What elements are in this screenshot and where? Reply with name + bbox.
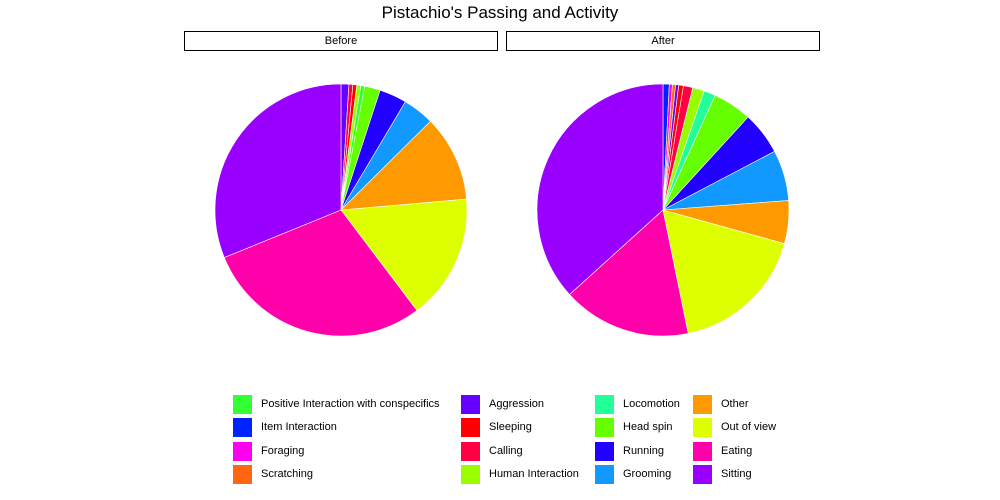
pie-slice-before-other xyxy=(340,120,467,211)
pie-slice-after-out-of-view xyxy=(662,209,785,334)
pie-slice-before-sitting xyxy=(214,83,342,258)
legend-label: Human Interaction xyxy=(489,468,579,480)
legend-label: Scratching xyxy=(261,468,313,480)
legend-swatch xyxy=(595,442,614,461)
legend-swatch xyxy=(461,442,480,461)
legend-label: Item Interaction xyxy=(261,421,337,433)
pie-slice-after-eating xyxy=(569,209,689,337)
legend-swatch xyxy=(233,418,252,437)
legend-label: Running xyxy=(623,445,664,457)
legend-swatch xyxy=(595,465,614,484)
legend-swatch xyxy=(595,418,614,437)
legend-label: Sleeping xyxy=(489,421,532,433)
legend-swatch xyxy=(693,442,712,461)
legend-swatch xyxy=(595,395,614,414)
legend-swatch xyxy=(233,395,252,414)
legend-label: Calling xyxy=(489,445,523,457)
legend-label: Grooming xyxy=(623,468,672,480)
pie-slice-after-sitting xyxy=(536,83,664,295)
legend-label: Foraging xyxy=(261,445,305,457)
legend-label: Sitting xyxy=(721,468,752,480)
legend-label: Other xyxy=(721,398,749,410)
facet-label-before: Before xyxy=(184,31,498,51)
legend-label: Locomotion xyxy=(623,398,680,410)
legend-swatch xyxy=(693,465,712,484)
chart-title: Pistachio's Passing and Activity xyxy=(381,3,619,22)
legend-label: Aggression xyxy=(489,398,545,410)
legend-swatch xyxy=(693,395,712,414)
legend-label: Eating xyxy=(721,445,753,457)
legend-swatch xyxy=(461,395,480,414)
legend-swatch xyxy=(461,465,480,484)
legend-swatch xyxy=(461,418,480,437)
legend-label: Head spin xyxy=(623,421,673,433)
legend-swatch xyxy=(233,465,252,484)
legend: Positive Interaction with conspecifics It… xyxy=(233,394,833,494)
legend-label: Out of view xyxy=(721,421,777,433)
legend-swatch xyxy=(233,442,252,461)
pie-chart-before xyxy=(214,83,468,337)
legend-label: Positive Interaction with conspecifics xyxy=(261,398,440,410)
facet-label-after: After xyxy=(506,31,820,51)
pie-chart-after xyxy=(536,83,790,337)
pie-slice-before-out-of-view xyxy=(340,198,468,311)
pie-slice-before-eating xyxy=(223,209,418,337)
legend-swatch xyxy=(693,418,712,437)
